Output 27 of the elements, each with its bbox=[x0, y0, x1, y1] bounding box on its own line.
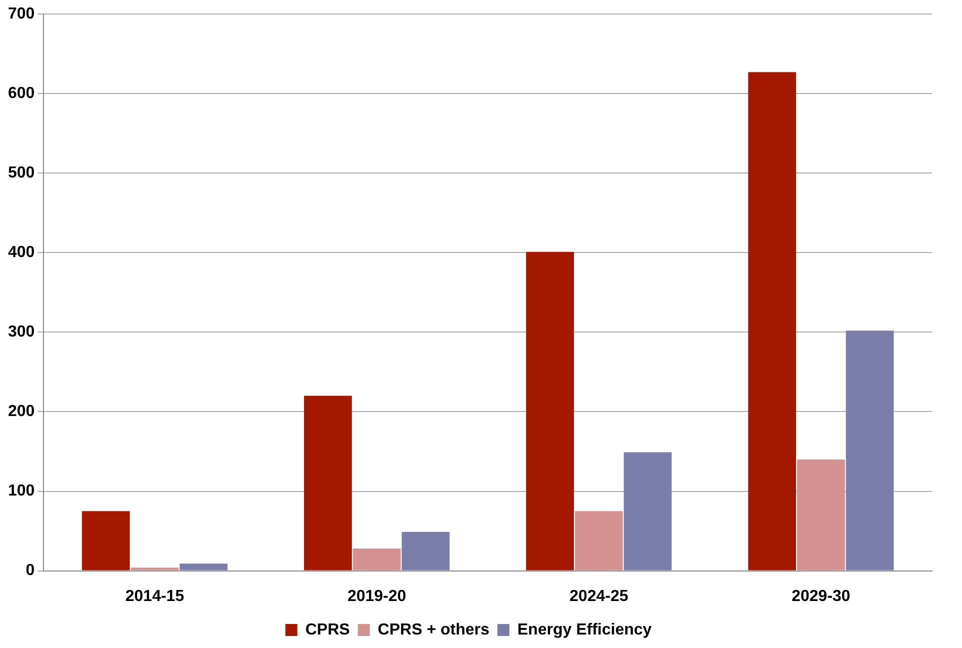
x-tick-label: 2014-15 bbox=[125, 588, 184, 605]
bar bbox=[574, 511, 623, 570]
y-tick-label: 700 bbox=[8, 5, 35, 22]
y-tick-label: 500 bbox=[8, 164, 35, 182]
legend-label: Energy Efficiency bbox=[517, 621, 652, 638]
bar bbox=[526, 252, 574, 570]
legend-label: CPRS + others bbox=[378, 621, 490, 638]
y-tick-label: 600 bbox=[8, 84, 35, 102]
bar bbox=[748, 72, 796, 570]
bar bbox=[797, 459, 845, 570]
y-tick-label: 0 bbox=[26, 562, 35, 580]
bar bbox=[180, 564, 228, 570]
bar bbox=[846, 330, 894, 570]
bar bbox=[304, 396, 352, 570]
bar bbox=[352, 548, 401, 570]
x-tick-label: 2029-30 bbox=[792, 588, 850, 605]
y-tick-label: 300 bbox=[8, 324, 35, 341]
x-tick-label: 2024-25 bbox=[570, 588, 628, 605]
bar bbox=[130, 568, 179, 570]
y-tick-label: 200 bbox=[8, 403, 35, 420]
y-tick-label: 100 bbox=[8, 482, 35, 500]
x-tick-label: 2019-20 bbox=[347, 588, 406, 605]
y-tick-label: 400 bbox=[8, 244, 35, 262]
bar bbox=[624, 452, 672, 570]
bar bbox=[402, 532, 450, 570]
bar bbox=[82, 511, 130, 570]
legend-label: CPRS bbox=[305, 621, 350, 638]
